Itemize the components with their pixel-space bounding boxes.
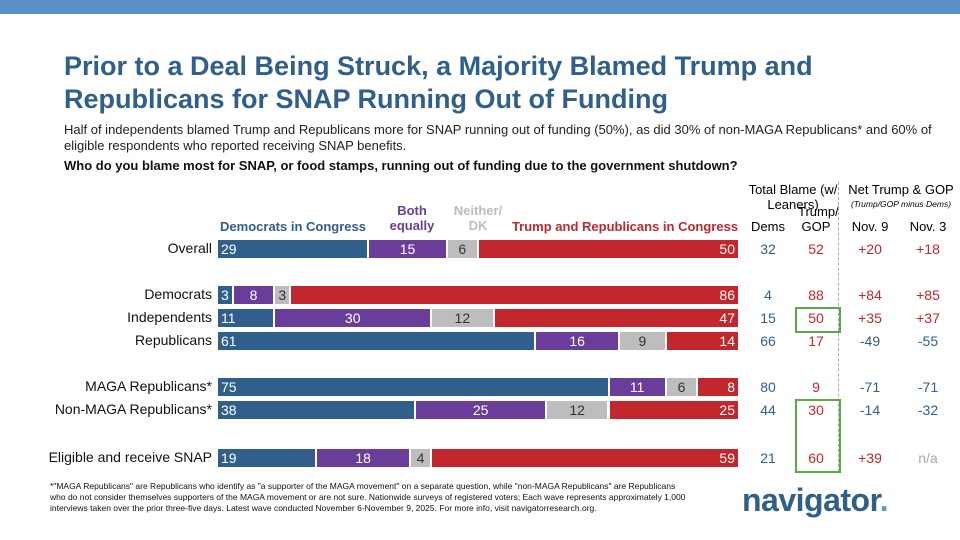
row-label: Republicans [134,332,212,348]
total-trump-gop-value: 52 [808,241,824,257]
total-dems-value: 80 [760,379,776,395]
row-label: Non-MAGA Republicans* [54,401,212,417]
total-dems-value: 44 [760,402,776,418]
row-label: Overall [167,240,212,256]
net-nov3-value: n/a [918,450,938,466]
highlight-box-independents [795,307,841,333]
total-blame-header: Total Blame (w/ Leaners) [748,182,838,212]
net-nov9-value: -49 [859,333,881,349]
bar-segment: 18 [317,449,410,467]
net-nov9-value: +20 [858,241,882,257]
net-subheader: (Trump/GOP minus Dems) [850,199,952,209]
total-dems-value: 4 [764,287,772,303]
bar-segment: 50 [479,240,738,258]
total-trump-gop-value: 60 [808,450,824,466]
total-dems-value: 66 [760,333,776,349]
net-nov9-value: +39 [858,450,882,466]
highlight-box-nonmaga-snap [795,399,841,473]
bar-segment: 8 [233,286,274,304]
total-trump-gop-value: 88 [808,287,824,303]
subtitle: Half of independents blamed Trump and Re… [64,122,932,153]
net-nov3-value: +18 [916,241,940,257]
total-trump-gop-value: 17 [808,333,824,349]
bar-segment: 6 [447,240,477,258]
legend-dems: Democrats in Congress [220,219,366,234]
total-trump-gop-value: 9 [812,379,820,395]
row-label: Democrats [144,286,212,302]
net-nov3-value: -55 [917,333,939,349]
bar-segment: 4 [411,449,430,467]
total-trump-gop-value: 30 [808,402,824,418]
bar-segment: 14 [666,332,738,350]
total-trump-gop-value: 50 [808,310,824,326]
legend-neither: Neither/ DK [453,203,503,233]
column-divider [838,182,839,472]
navigator-logo: navigator. [742,482,889,519]
net-nov9-value: +84 [858,287,882,303]
bar-segment: 3 [218,286,232,304]
net-nov9-value: -14 [859,402,881,418]
bar-segment: 59 [432,449,738,467]
net-header: Net Trump & GOP [848,182,954,197]
bar-segment: 47 [494,309,738,327]
bar-segment: 38 [218,401,415,419]
bar-segment: 12 [432,309,493,327]
total-dems-value: 21 [760,450,776,466]
row-label: Independents [127,309,212,325]
question: Who do you blame most for SNAP, or food … [64,158,738,173]
net-nov3-value: -32 [917,402,939,418]
bar-segment: 25 [416,401,545,419]
top-bar [0,0,960,14]
bar-segment: 86 [291,286,738,304]
bar-segment: 8 [698,378,738,396]
row-label: MAGA Republicans* [85,378,212,394]
page-title: Prior to a Deal Being Struck, a Majority… [64,51,813,114]
footnote: *"MAGA Republicans" are Republicans who … [50,481,686,513]
nov9-header: Nov. 9 [851,219,889,234]
net-nov3-value: -71 [917,379,939,395]
total-dems-value: 32 [760,241,776,257]
legend-trump: Trump and Republicans in Congress [511,219,739,234]
nov3-header: Nov. 3 [909,219,947,234]
bar-segment: 25 [609,401,738,419]
net-nov3-value: +85 [916,287,940,303]
logo-dot: . [879,482,889,518]
bar-segment: 15 [369,240,446,258]
bar-segment: 3 [275,286,290,304]
total-dems-value: 15 [760,310,776,326]
net-nov9-value: -71 [859,379,881,395]
bar-segment: 9 [619,332,665,350]
bar-segment: 12 [546,401,608,419]
bar-segment: 11 [609,378,665,396]
net-nov3-value: +37 [916,310,940,326]
bar-segment: 6 [666,378,697,396]
bar-segment: 61 [218,332,535,350]
bar-segment: 30 [275,309,430,327]
bar-segment: 19 [218,449,316,467]
bar-segment: 75 [218,378,608,396]
logo-text: navigator [742,482,880,518]
row-label: Eligible and receive SNAP [48,449,212,465]
trump-gop-col-header: Trump/ GOP [798,204,839,234]
bar-segment: 11 [218,309,274,327]
legend-both: Both equally [389,203,435,233]
dems-col-header: Dems [751,219,785,234]
net-nov9-value: +35 [858,310,882,326]
bar-segment: 29 [218,240,368,258]
bar-segment: 16 [536,332,618,350]
